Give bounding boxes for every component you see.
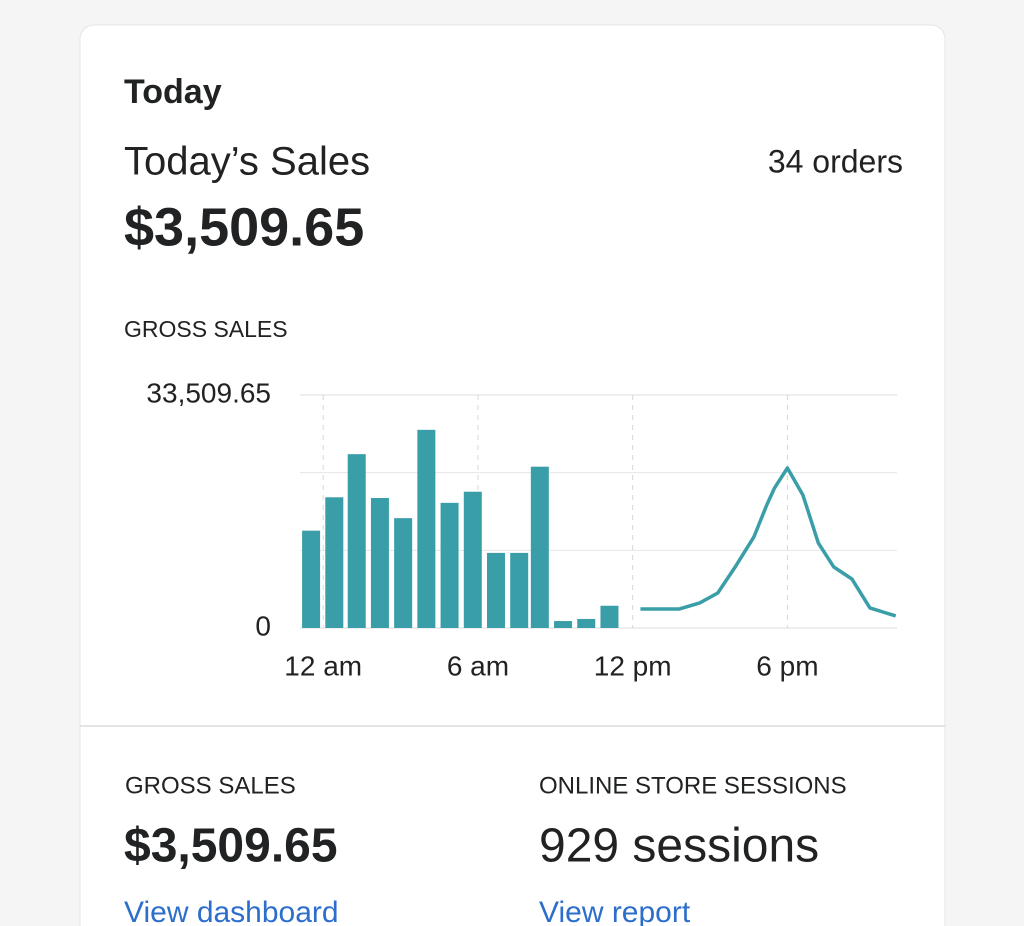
bar bbox=[370, 497, 389, 628]
bar bbox=[302, 530, 321, 628]
card-title: Today bbox=[124, 73, 222, 111]
metric-label: GROSS SALES bbox=[125, 772, 296, 799]
bar bbox=[394, 518, 413, 628]
bar bbox=[440, 502, 459, 628]
line bbox=[640, 466, 897, 618]
metric-label: ONLINE STORE SESSIONS bbox=[539, 772, 847, 799]
bar bbox=[325, 497, 344, 628]
bar bbox=[486, 552, 505, 628]
chart-label: GROSS SALES bbox=[124, 316, 288, 342]
bar bbox=[347, 454, 366, 628]
metric-value: 929 sessions bbox=[539, 820, 819, 873]
bar bbox=[417, 429, 436, 628]
sales-label: Today’s Sales bbox=[124, 140, 370, 184]
x-tick-label: 12 am bbox=[284, 650, 362, 681]
bar bbox=[600, 605, 619, 628]
x-tick-label: 12 pm bbox=[594, 650, 672, 681]
bar bbox=[510, 552, 529, 628]
metric-value: $3,509.65 bbox=[124, 820, 338, 873]
bar bbox=[554, 621, 573, 628]
sales-amount: $3,509.65 bbox=[124, 197, 364, 257]
bar bbox=[463, 491, 482, 628]
bar bbox=[530, 466, 549, 628]
y-tick-label: 33,509.65 bbox=[146, 377, 271, 408]
x-tick-label: 6 pm bbox=[756, 650, 818, 681]
y-tick-label: 0 bbox=[255, 610, 271, 641]
card bbox=[79, 24, 946, 926]
x-tick-label: 6 am bbox=[447, 650, 509, 681]
orders: 34 orders bbox=[768, 143, 903, 179]
bar bbox=[577, 618, 596, 628]
metric-link[interactable]: View report bbox=[539, 896, 691, 926]
metric-link[interactable]: View dashboard bbox=[124, 896, 339, 926]
